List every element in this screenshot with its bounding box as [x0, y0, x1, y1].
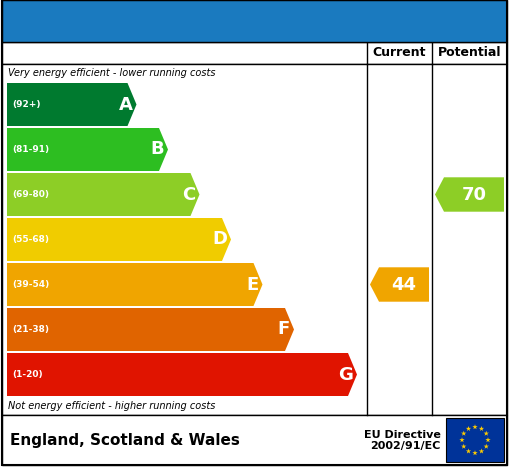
Polygon shape [7, 173, 200, 216]
Text: (55-68): (55-68) [12, 235, 49, 244]
Text: 44: 44 [391, 276, 416, 293]
Text: (39-54): (39-54) [12, 280, 49, 289]
Text: 2002/91/EC: 2002/91/EC [371, 441, 441, 451]
Bar [2, 42, 507, 64]
Text: England, Scotland & Wales: England, Scotland & Wales [10, 432, 240, 447]
Polygon shape [484, 444, 489, 449]
Text: Not energy efficient - higher running costs: Not energy efficient - higher running co… [8, 401, 215, 411]
Bar [2, 64, 507, 415]
Polygon shape [7, 218, 231, 261]
Text: EU Directive: EU Directive [364, 430, 441, 440]
Polygon shape [370, 267, 429, 302]
Polygon shape [7, 263, 263, 306]
Polygon shape [7, 308, 294, 351]
Polygon shape [466, 426, 471, 431]
Polygon shape [484, 431, 489, 436]
Polygon shape [472, 424, 477, 429]
Bar [446, 418, 504, 462]
Text: E: E [246, 276, 259, 293]
Text: A: A [119, 95, 132, 113]
Text: Very energy efficient - lower running costs: Very energy efficient - lower running co… [8, 68, 215, 78]
Bar [2, 415, 507, 465]
Text: C: C [182, 185, 195, 204]
Polygon shape [472, 450, 477, 455]
Polygon shape [7, 83, 136, 126]
Polygon shape [479, 448, 484, 453]
Polygon shape [479, 426, 484, 431]
Text: Current: Current [373, 47, 426, 59]
Polygon shape [486, 437, 491, 442]
Text: D: D [212, 231, 227, 248]
Text: (69-80): (69-80) [12, 190, 49, 199]
Polygon shape [461, 431, 466, 436]
Polygon shape [461, 444, 466, 449]
Text: Potential: Potential [438, 47, 501, 59]
Text: B: B [150, 141, 164, 158]
Text: (21-38): (21-38) [12, 325, 49, 334]
Text: Energy Efficiency Rating: Energy Efficiency Rating [12, 11, 319, 31]
Text: F: F [278, 320, 290, 339]
Polygon shape [466, 448, 471, 453]
Polygon shape [459, 437, 465, 442]
Text: (81-91): (81-91) [12, 145, 49, 154]
Polygon shape [7, 128, 168, 171]
Text: G: G [338, 366, 353, 383]
Text: (1-20): (1-20) [12, 370, 43, 379]
Polygon shape [435, 177, 504, 212]
Bar [2, 0, 507, 42]
Text: 70: 70 [462, 185, 487, 204]
Polygon shape [7, 353, 357, 396]
Text: (92+): (92+) [12, 100, 41, 109]
